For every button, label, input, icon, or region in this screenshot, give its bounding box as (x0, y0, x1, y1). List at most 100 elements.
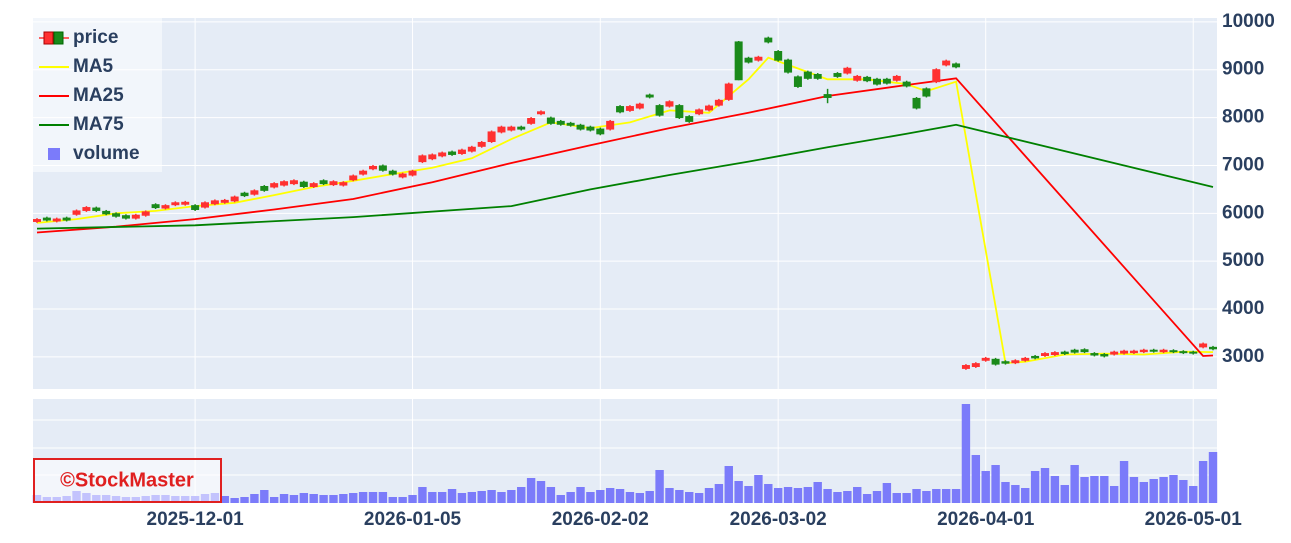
volume-bar (517, 487, 526, 503)
candle-body (517, 126, 526, 130)
y-tick-label: 3000 (1222, 346, 1264, 367)
legend-label: MA75 (73, 114, 124, 135)
volume-bar (1021, 488, 1030, 503)
volume-bar (576, 487, 585, 503)
candle-body (1050, 352, 1059, 356)
candle-body (92, 207, 101, 211)
volume-bar (833, 492, 842, 503)
candle-body (813, 73, 822, 79)
volume-bar (1139, 482, 1149, 503)
candle-body (527, 118, 536, 124)
x-tick-label: 2026-04-01 (937, 509, 1035, 530)
volume-bar (1100, 476, 1109, 503)
candle-body (784, 59, 793, 73)
volume-bar (1109, 486, 1119, 503)
candle-body (596, 128, 605, 135)
candle-body (971, 363, 980, 368)
volume-bar (289, 495, 299, 503)
volume-bar (991, 465, 1000, 503)
volume-bar (418, 487, 427, 503)
candle-body (853, 75, 862, 81)
volume-bar (358, 492, 368, 503)
volume-bar (813, 482, 822, 503)
candle-body (497, 126, 506, 133)
candle-body (121, 215, 130, 219)
legend-icon (43, 31, 54, 45)
candle-body (467, 146, 476, 152)
volume-bar (1149, 479, 1158, 503)
candle-body (1060, 351, 1069, 355)
volume-bar (981, 471, 990, 503)
candle-body (675, 105, 684, 119)
candle-body (131, 214, 140, 219)
candle-body (1209, 346, 1217, 350)
watermark: ©StockMaster (60, 469, 194, 491)
volume-bar (744, 486, 753, 503)
volume-bar (922, 491, 931, 503)
volume-bar (299, 493, 309, 503)
volume-bar (536, 481, 546, 503)
candle-body (774, 51, 783, 61)
candle-body (645, 94, 654, 98)
candle-body (1080, 349, 1089, 353)
legend-label: volume (73, 143, 140, 164)
candle-body (398, 173, 407, 178)
candle-body (606, 120, 615, 130)
candle-body (586, 126, 595, 131)
legend-label: price (73, 27, 118, 48)
candle-body (250, 190, 259, 195)
candle-body (240, 192, 249, 197)
candle-body (803, 71, 812, 79)
volume-bar (1129, 477, 1139, 503)
volume-bar (457, 493, 467, 503)
candle-body (270, 183, 279, 188)
candle-body (112, 213, 121, 217)
candle-body (1199, 343, 1208, 348)
volume-bar (1080, 477, 1089, 503)
volume-bar (685, 492, 694, 503)
volume-bar (714, 484, 724, 503)
candle-body (635, 103, 644, 109)
volume-bar (665, 488, 674, 503)
y-tick-label: 4000 (1222, 298, 1264, 319)
volume-bar (1030, 471, 1040, 503)
volume-bar (941, 489, 951, 503)
candle-body (487, 131, 496, 143)
volume-bar (408, 495, 417, 503)
volume-bar (447, 489, 457, 503)
plot-area (33, 18, 1217, 389)
candle-body (655, 105, 664, 116)
candle-body (744, 57, 753, 63)
candle-body (339, 182, 348, 186)
candle-body (932, 69, 941, 83)
candle-body (408, 170, 417, 176)
candle-body (823, 94, 832, 98)
volume-bar (615, 489, 625, 503)
candle-body (546, 117, 555, 124)
candle-body (62, 217, 71, 221)
candle-body (754, 56, 763, 61)
candle-body (42, 217, 51, 221)
candle-body (319, 180, 328, 185)
legend-icon (53, 31, 64, 45)
volume-bar (754, 475, 763, 503)
volume-bar (398, 497, 407, 503)
volume-bar (793, 488, 803, 503)
candle-body (230, 196, 239, 202)
candle-body (191, 205, 200, 210)
candle-body (102, 210, 111, 215)
candle-body (981, 357, 990, 361)
volume-bar (694, 493, 704, 503)
y-tick-label: 6000 (1222, 202, 1264, 223)
candle-body (1169, 350, 1178, 353)
volume-bar (734, 481, 743, 503)
candle-body (201, 202, 209, 208)
candle-body (33, 219, 41, 222)
candle-body (260, 186, 269, 191)
volume-bar (230, 498, 239, 503)
watermark-box (33, 458, 222, 503)
candle-body (537, 111, 545, 115)
candle-body (942, 60, 951, 66)
candle-body (1021, 357, 1030, 361)
candle-body (873, 78, 881, 85)
